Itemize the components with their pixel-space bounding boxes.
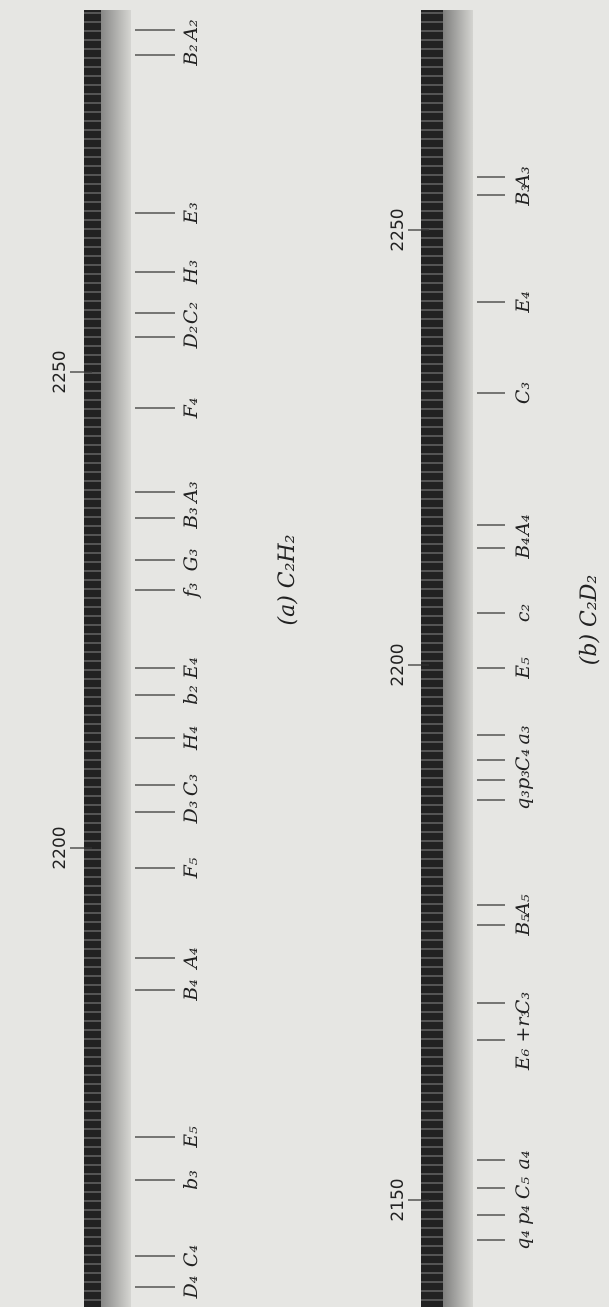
wavelength-label: 2200 <box>388 643 408 686</box>
spectrum-strip-shade <box>443 10 473 1307</box>
line-label: q₃ <box>512 790 534 810</box>
wavelength-label: 2150 <box>388 1178 408 1221</box>
line-label: q₄ <box>512 1230 534 1250</box>
line-label: E₃ <box>180 202 202 225</box>
line-label: a₄ <box>512 1151 534 1170</box>
line-label: b₂ <box>180 685 202 705</box>
line-label: C₃ <box>512 382 534 404</box>
line-label: A₃ <box>512 166 534 189</box>
line-label: p₃ <box>512 770 534 790</box>
wavelength-label: 2250 <box>388 208 408 251</box>
line-label: B₃ <box>180 507 202 530</box>
spectrum-strip-shade <box>101 10 131 1307</box>
line-label: C₅ <box>512 1177 534 1200</box>
line-label: a₃ <box>512 726 534 745</box>
line-label: B₄ <box>512 537 534 560</box>
line-label: B₅ <box>512 914 534 937</box>
line-label: B₂ <box>180 44 202 67</box>
line-label: A₄ <box>180 947 202 970</box>
line-label: C₂ <box>180 302 202 324</box>
line-label: B₄ <box>180 979 202 1002</box>
line-label: B₃ <box>512 184 534 207</box>
line-label: D₃ <box>180 801 202 825</box>
line-label: f₃ <box>180 583 202 600</box>
line-label: E₅ <box>180 1126 202 1149</box>
line-label: C₄ <box>180 1245 202 1267</box>
line-label: A₃ <box>180 481 202 504</box>
spectrum-strip <box>421 10 443 1307</box>
spectrum-strip <box>84 10 101 1307</box>
wavelength-label: 2250 <box>50 350 70 393</box>
line-label: E₄ <box>180 657 202 680</box>
line-label: p₄ <box>512 1205 534 1225</box>
line-label: F₅ <box>180 857 202 879</box>
line-label: E₅ <box>512 657 534 680</box>
line-label: E₄ <box>512 291 534 314</box>
line-label: A₅ <box>512 894 534 918</box>
line-label: b₃ <box>180 1170 202 1190</box>
line-label: C₄ <box>512 749 534 771</box>
line-label: c₂ <box>512 604 534 622</box>
line-label: D₂ <box>180 326 202 350</box>
wavelength-label: 2200 <box>50 826 70 869</box>
panel-caption: (b) C₂D₂ <box>577 575 602 665</box>
line-label: H₄ <box>180 726 202 751</box>
line-label: D₄ <box>180 1276 202 1300</box>
panel-caption: (a) C₂H₂ <box>275 535 300 626</box>
line-label: F₄ <box>180 398 202 420</box>
line-label: C₃ <box>512 992 534 1014</box>
line-label: A₄ <box>512 514 534 537</box>
line-label: A₂ <box>180 19 202 42</box>
line-label: H₃ <box>180 260 202 285</box>
line-label: C₃ <box>180 774 202 796</box>
line-label: E₆ +r₃ <box>512 1010 534 1071</box>
line-label: G₃ <box>180 549 202 572</box>
